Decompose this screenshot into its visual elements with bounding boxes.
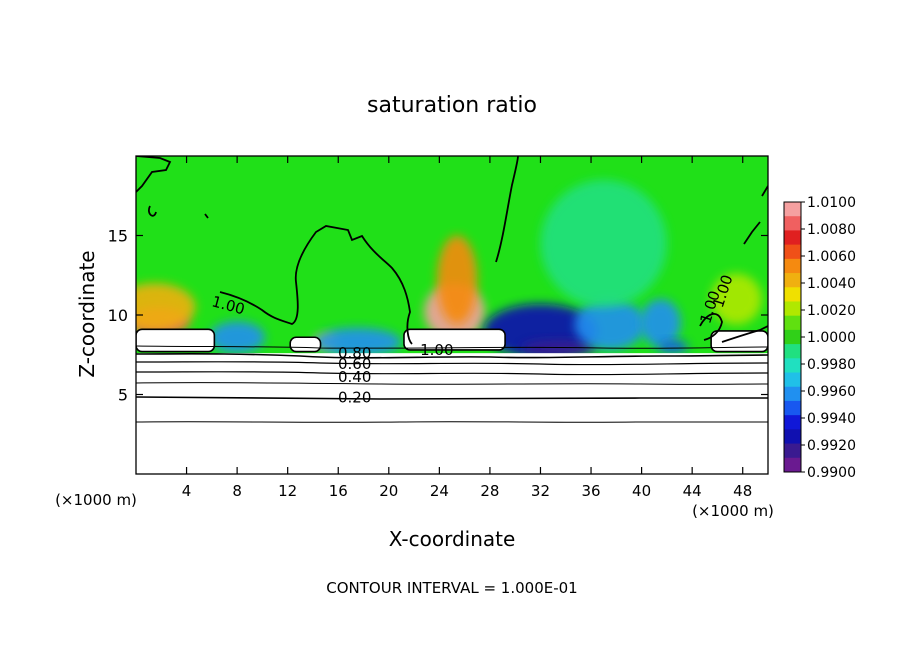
anomaly-5: [209, 321, 265, 354]
colorbar-swatch-8: [784, 315, 801, 331]
contour-label-1: 1.00: [420, 341, 453, 359]
y-axis-label: Z-coordinate: [75, 250, 99, 377]
colorbar-label-8: 0.9940: [807, 411, 856, 427]
y-axis: 5 10 15: [108, 227, 768, 405]
colorbar-swatch-10: [784, 344, 801, 359]
chart-title: saturation ratio: [367, 93, 537, 118]
colorbar-swatch-0: [784, 202, 801, 217]
colorbar-swatch-7: [784, 301, 801, 317]
colorbar-label-1: 1.0080: [807, 222, 856, 238]
colorbar-swatch-2: [784, 230, 801, 246]
contour-label-7: 0.20: [338, 388, 371, 406]
colorbar-swatch-11: [784, 358, 801, 374]
contour-1.00-main: [136, 156, 768, 345]
anomaly-6: [312, 327, 402, 357]
colorbar-swatch-6: [784, 287, 801, 302]
colorbar-label-5: 1.0000: [807, 330, 856, 346]
cloud-region-0: [136, 328, 216, 353]
y-tick-label-5: 5: [118, 386, 128, 405]
contour-label-4: 0.80: [338, 344, 371, 362]
x-axis-label: X-coordinate: [389, 527, 516, 551]
contour-0.20: [136, 396, 768, 400]
x-tick-label-28: 28: [480, 482, 499, 500]
colorbar-swatch-12: [784, 372, 801, 388]
x-tick-label-24: 24: [430, 482, 449, 500]
colorbar-label-3: 1.0040: [807, 276, 856, 292]
x-tick-label-40: 40: [632, 482, 651, 500]
cloud-region-3: [710, 330, 768, 353]
colorbar-swatch-5: [784, 273, 801, 288]
colorbar-swatch-15: [784, 415, 801, 430]
y-tick-label-15: 15: [108, 227, 128, 246]
anomaly-8: [521, 340, 598, 357]
colorbar-label-2: 1.0060: [807, 249, 856, 265]
colorbar-swatch-14: [784, 400, 801, 416]
anomaly-13: [711, 273, 762, 325]
x-tick-label-36: 36: [581, 482, 600, 500]
x-tick-label-16: 16: [329, 482, 348, 500]
anomaly-1: [136, 283, 196, 331]
x-tick-label-32: 32: [531, 482, 550, 500]
contour-labels: 1.001.001.001.000.800.600.400.20: [210, 273, 737, 407]
plot-area: 1.001.001.001.000.800.600.400.20: [136, 156, 768, 474]
anomaly-10: [640, 299, 681, 347]
colorbar-label-10: 0.9900: [807, 465, 856, 481]
anomaly-11: [658, 340, 689, 354]
contour-interval-note: CONTOUR INTERVAL = 1.000E-01: [326, 579, 577, 597]
contour-label-5: 0.60: [338, 355, 371, 373]
x-units-right: (×1000 m): [692, 502, 774, 520]
colorbar-label-0: 1.0100: [807, 195, 856, 211]
x-tick-label-44: 44: [683, 482, 702, 500]
cloud-region-1: [289, 336, 322, 353]
colorbar-swatch-18: [784, 457, 801, 473]
anomaly-9: [574, 299, 646, 350]
colorbar-swatch-4: [784, 258, 801, 274]
colorbar-label-9: 0.9920: [807, 438, 856, 454]
colorbar-swatch-13: [784, 386, 801, 402]
contour-0.60: [136, 361, 768, 366]
colorbar-label-4: 1.0020: [807, 303, 856, 319]
x-units-left: (×1000 m): [55, 491, 137, 509]
colorbar-swatch-9: [784, 329, 801, 345]
cloud-region-2: [403, 328, 506, 351]
contour-0.90: [136, 345, 768, 349]
anomaly-12: [540, 179, 667, 308]
contour-0.10: [136, 421, 768, 423]
x-tick-label-4: 4: [182, 482, 192, 500]
colorbar: 1.0100 1.0080 1.0060 1.0040 1.0020 1.0000 0.99…: [783, 195, 856, 481]
colorbar-swatch-16: [784, 429, 801, 445]
colorbar-label-7: 0.9960: [807, 384, 856, 400]
x-axis: 4 8 12 16 20 24 28 32 36 40 44 48: [182, 156, 752, 500]
x-tick-label-48: 48: [733, 482, 752, 500]
anomaly-layer: [136, 179, 762, 358]
contour-0.30: [136, 382, 768, 385]
colorbar-label-6: 0.9980: [807, 357, 856, 373]
colorbar-swatch-17: [784, 443, 801, 459]
contour-label-6: 0.40: [338, 368, 371, 386]
contour-0.40: [136, 371, 768, 376]
contour-0.80: [136, 353, 768, 359]
x-tick-label-12: 12: [278, 482, 297, 500]
y-tick-label-10: 10: [108, 306, 128, 325]
colorbar-swatch-1: [784, 216, 801, 231]
anomaly-3: [436, 235, 478, 325]
colorbar-swatch-3: [784, 244, 801, 260]
x-tick-label-20: 20: [379, 482, 398, 500]
x-tick-label-8: 8: [232, 482, 242, 500]
contour-lines: [136, 156, 768, 423]
